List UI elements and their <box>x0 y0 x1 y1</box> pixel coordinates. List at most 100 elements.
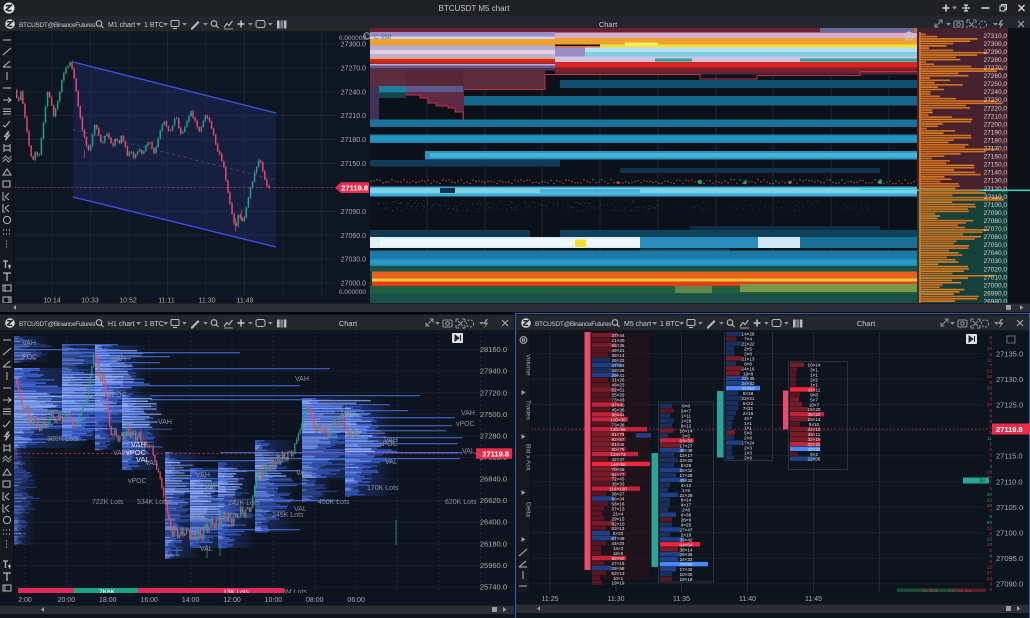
svg-text:27100,0: 27100,0 <box>984 202 1008 209</box>
svg-text:242K Lots: 242K Lots <box>228 500 260 507</box>
svg-text:19×19: 19×19 <box>680 577 693 582</box>
svg-text:26980,0: 26980,0 <box>984 298 1008 303</box>
svg-text:27000,0: 27000,0 <box>984 282 1008 289</box>
svg-text:72×92: 72×92 <box>680 562 693 567</box>
svg-text:1 BTC: 1 BTC <box>144 321 164 328</box>
svg-text:10: 10 <box>987 475 993 481</box>
svg-text:11:25: 11:25 <box>542 596 559 603</box>
svg-text:28×26: 28×26 <box>612 368 625 373</box>
svg-text:27280.0: 27280.0 <box>480 431 507 440</box>
svg-text:534K Lots: 534K Lots <box>137 499 169 506</box>
svg-text:6×14: 6×14 <box>681 498 692 503</box>
svg-text:17: 17 <box>987 570 993 576</box>
svg-text:7: 7 <box>989 481 992 487</box>
svg-text:4×7: 4×7 <box>744 416 752 421</box>
svg-text:1×1: 1×1 <box>744 426 752 431</box>
svg-text:28×58: 28×58 <box>612 566 625 571</box>
svg-text:4×38: 4×38 <box>681 513 692 518</box>
svg-text:27230,0: 27230,0 <box>984 97 1008 104</box>
svg-text:7: 7 <box>989 341 992 347</box>
svg-text:19×8: 19×8 <box>743 371 754 376</box>
svg-text:27260,0: 27260,0 <box>984 73 1008 80</box>
svg-text:VAH: VAH <box>112 356 126 363</box>
svg-text:28160.0: 28160.0 <box>480 345 507 354</box>
svg-text:4×25: 4×25 <box>681 523 692 528</box>
svg-text:16: 16 <box>987 469 993 475</box>
svg-text:24×16: 24×16 <box>742 366 755 371</box>
svg-text:27940.0: 27940.0 <box>480 367 507 376</box>
svg-text:27×47: 27×47 <box>680 527 693 532</box>
svg-text:27030,0: 27030,0 <box>984 258 1008 265</box>
svg-text:4×17: 4×17 <box>681 503 692 508</box>
svg-text:8: 8 <box>989 380 992 386</box>
svg-text:29×41: 29×41 <box>612 373 625 378</box>
svg-text:5×22: 5×22 <box>743 401 754 406</box>
svg-text:27030.0: 27030.0 <box>341 257 366 264</box>
svg-text:63×33: 63×33 <box>680 438 693 443</box>
svg-text:10:52: 10:52 <box>119 298 137 305</box>
svg-text:27060.0: 27060.0 <box>341 233 366 240</box>
svg-text:VAH: VAH <box>196 472 210 479</box>
svg-text:VAL: VAL <box>24 418 37 425</box>
svg-text:26×9: 26×9 <box>681 518 692 523</box>
svg-text:12: 12 <box>987 565 993 571</box>
svg-text:67×49: 67×49 <box>612 536 625 541</box>
svg-text:0.000000: 0.000000 <box>339 289 366 296</box>
svg-text:6×33: 6×33 <box>613 531 624 536</box>
svg-text:VAH: VAH <box>384 437 398 444</box>
svg-text:52×51: 52×51 <box>612 388 625 393</box>
svg-text:27040,0: 27040,0 <box>984 250 1008 257</box>
svg-text:Volume: Volume <box>525 354 532 376</box>
svg-text:vPOC: vPOC <box>379 441 398 448</box>
svg-text:1×11: 1×11 <box>681 414 691 419</box>
svg-text:27180,0: 27180,0 <box>984 138 1008 145</box>
svg-text:27090.0: 27090.0 <box>341 209 366 216</box>
svg-text:22: 22 <box>987 497 993 503</box>
svg-text:BTCUSDT@BinanceFutures: BTCUSDT@BinanceFutures <box>19 22 96 29</box>
svg-text:2×3: 2×3 <box>744 446 752 451</box>
svg-text:22×36: 22×36 <box>808 457 821 462</box>
svg-text:14:00: 14:00 <box>182 597 200 604</box>
svg-text:21×13: 21×13 <box>742 356 755 361</box>
svg-text:32×20: 32×20 <box>808 442 821 447</box>
svg-text:19×19: 19×19 <box>612 581 625 586</box>
svg-text:1: 1 <box>989 441 992 447</box>
svg-text:21×20: 21×20 <box>612 338 625 343</box>
svg-text:1×1: 1×1 <box>810 383 818 388</box>
svg-text:27060,0: 27060,0 <box>984 234 1008 241</box>
svg-text:VAH: VAH <box>22 340 36 347</box>
svg-text:VAL: VAL <box>294 506 307 513</box>
svg-text:27010,0: 27010,0 <box>984 274 1008 281</box>
svg-text:26400.0: 26400.0 <box>480 518 507 527</box>
svg-text:BTCUSDT@BinanceFutures: BTCUSDT@BinanceFutures <box>19 321 96 328</box>
svg-text:6×8: 6×8 <box>744 361 752 366</box>
svg-text:M5 chart: M5 chart <box>624 321 651 328</box>
svg-text:27240,0: 27240,0 <box>984 89 1008 96</box>
svg-text:27070,0: 27070,0 <box>984 226 1008 233</box>
svg-text:vPOC: vPOC <box>456 421 475 428</box>
svg-text:9: 9 <box>989 514 992 520</box>
svg-text:25740.0: 25740.0 <box>480 583 507 592</box>
svg-text:27000.0: 27000.0 <box>341 281 366 288</box>
svg-text:18:00: 18:00 <box>99 597 117 604</box>
svg-text:38×14: 38×14 <box>680 547 693 552</box>
svg-text:5×2: 5×2 <box>810 452 818 457</box>
svg-text:73×43: 73×43 <box>612 398 625 403</box>
svg-text:25×32: 25×32 <box>680 468 693 473</box>
svg-text:23×25: 23×25 <box>680 458 693 463</box>
svg-text:27090,0: 27090,0 <box>984 210 1008 217</box>
svg-text:32×19: 32×19 <box>808 437 821 442</box>
svg-text:VAL: VAL <box>385 459 398 466</box>
svg-text:13: 13 <box>987 369 993 375</box>
svg-text:BTCUSDT@BinanceFutures: BTCUSDT@BinanceFutures <box>535 321 612 328</box>
svg-text:27×16: 27×16 <box>612 561 625 566</box>
svg-text:94×77: 94×77 <box>612 472 625 477</box>
svg-text:27120,0: 27120,0 <box>984 186 1008 193</box>
svg-text:27090.0: 27090.0 <box>996 580 1023 589</box>
svg-text:11:30: 11:30 <box>608 596 625 603</box>
svg-text:2:00: 2:00 <box>18 597 32 604</box>
svg-text:36×14: 36×14 <box>612 353 625 358</box>
svg-text:0.000000: 0.000000 <box>339 35 366 42</box>
svg-text:2: 2 <box>989 453 992 459</box>
svg-text:1 BTC: 1 BTC <box>660 321 680 328</box>
